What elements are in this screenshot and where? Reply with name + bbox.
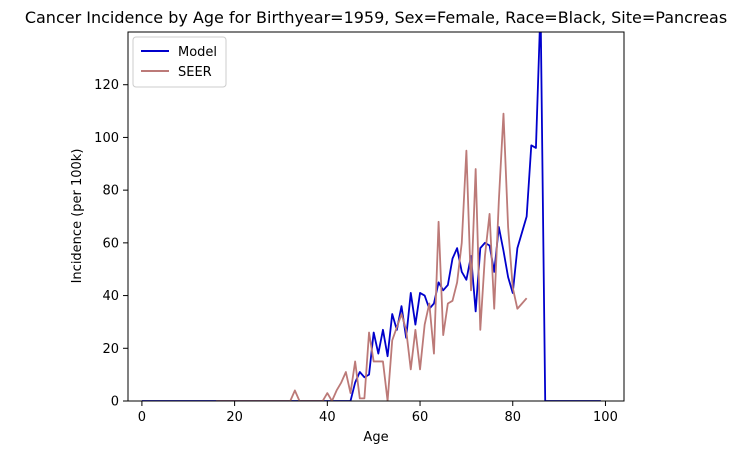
y-tick-label: 80 bbox=[102, 184, 119, 199]
y-tick-label: 0 bbox=[111, 395, 119, 410]
x-tick-label: 0 bbox=[138, 410, 146, 425]
x-tick-label: 60 bbox=[412, 410, 429, 425]
legend: Model SEER bbox=[132, 36, 227, 88]
y-tick-label: 120 bbox=[94, 78, 119, 93]
x-axis-ticks: 0 20 40 60 80 100 bbox=[138, 401, 618, 425]
x-tick-label: 40 bbox=[319, 410, 336, 425]
y-axis-label: Incidence (per 100k) bbox=[70, 149, 85, 284]
legend-label-model: Model bbox=[178, 45, 217, 60]
series-line-seer bbox=[216, 112, 528, 401]
series-layer bbox=[141, 32, 601, 401]
plot-area bbox=[127, 31, 625, 402]
x-axis-label: Age bbox=[363, 430, 388, 445]
y-axis-ticks: 0 20 40 60 80 100 120 bbox=[94, 78, 128, 410]
x-tick-label: 80 bbox=[504, 410, 521, 425]
x-tick-label: 20 bbox=[226, 410, 243, 425]
y-tick-label: 100 bbox=[94, 131, 119, 146]
x-tick-label: 100 bbox=[593, 410, 618, 425]
plot-border bbox=[127, 31, 625, 402]
legend-label-seer: SEER bbox=[178, 65, 212, 80]
y-tick-label: 60 bbox=[102, 236, 119, 251]
y-tick-label: 20 bbox=[102, 342, 119, 357]
chart-title: Cancer Incidence by Age for Birthyear=19… bbox=[25, 8, 727, 27]
legend-box bbox=[132, 36, 227, 88]
y-tick-label: 40 bbox=[102, 289, 119, 304]
series-line-model bbox=[141, 32, 601, 401]
